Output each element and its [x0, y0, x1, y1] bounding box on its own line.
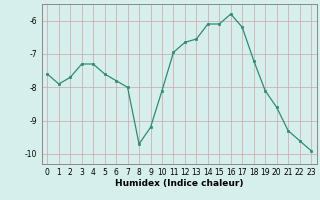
X-axis label: Humidex (Indice chaleur): Humidex (Indice chaleur)	[115, 179, 244, 188]
